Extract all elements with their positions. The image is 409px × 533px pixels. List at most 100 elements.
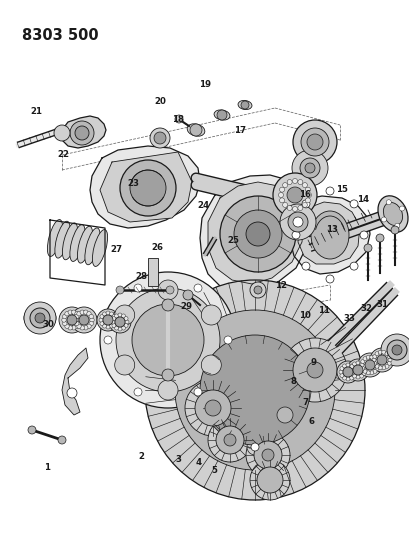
Circle shape bbox=[342, 367, 352, 377]
Circle shape bbox=[120, 160, 175, 216]
Circle shape bbox=[204, 400, 220, 416]
Circle shape bbox=[292, 348, 336, 392]
Circle shape bbox=[282, 183, 287, 188]
Text: 18: 18 bbox=[172, 116, 184, 124]
Circle shape bbox=[342, 364, 346, 368]
Circle shape bbox=[77, 314, 81, 319]
Circle shape bbox=[145, 280, 364, 500]
Text: 23: 23 bbox=[127, 180, 139, 188]
Circle shape bbox=[372, 354, 376, 359]
Circle shape bbox=[124, 317, 128, 320]
Circle shape bbox=[109, 324, 113, 328]
Text: 1: 1 bbox=[44, 464, 50, 472]
Circle shape bbox=[286, 205, 292, 211]
Text: 5: 5 bbox=[211, 466, 216, 474]
Circle shape bbox=[291, 231, 299, 239]
Ellipse shape bbox=[382, 203, 402, 225]
Text: 8: 8 bbox=[290, 377, 295, 385]
Circle shape bbox=[104, 336, 112, 344]
Circle shape bbox=[118, 313, 122, 317]
Circle shape bbox=[102, 312, 106, 316]
Circle shape bbox=[384, 364, 388, 368]
Text: 22: 22 bbox=[57, 150, 70, 159]
Ellipse shape bbox=[47, 220, 63, 256]
Circle shape bbox=[87, 324, 91, 328]
Ellipse shape bbox=[380, 338, 409, 362]
Text: 7: 7 bbox=[302, 398, 308, 407]
Circle shape bbox=[109, 312, 113, 316]
Text: 31: 31 bbox=[375, 301, 387, 309]
Circle shape bbox=[325, 275, 333, 283]
Circle shape bbox=[223, 434, 236, 446]
Circle shape bbox=[349, 365, 353, 368]
Circle shape bbox=[249, 460, 289, 500]
Circle shape bbox=[182, 290, 193, 300]
Text: 19: 19 bbox=[198, 80, 211, 88]
Circle shape bbox=[302, 183, 307, 188]
Ellipse shape bbox=[77, 226, 92, 263]
Circle shape bbox=[249, 282, 265, 298]
Circle shape bbox=[301, 200, 309, 208]
Circle shape bbox=[364, 360, 374, 370]
Circle shape bbox=[87, 312, 91, 316]
Circle shape bbox=[65, 324, 69, 328]
Polygon shape bbox=[289, 196, 369, 274]
Ellipse shape bbox=[55, 221, 70, 258]
Circle shape bbox=[386, 340, 406, 360]
Circle shape bbox=[304, 163, 314, 173]
Circle shape bbox=[166, 286, 173, 294]
Circle shape bbox=[372, 369, 376, 373]
Circle shape bbox=[67, 315, 77, 325]
Circle shape bbox=[352, 374, 356, 378]
Circle shape bbox=[89, 314, 93, 319]
Circle shape bbox=[114, 326, 118, 330]
Circle shape bbox=[279, 198, 284, 203]
Circle shape bbox=[300, 128, 328, 156]
Circle shape bbox=[90, 318, 94, 322]
Text: 21: 21 bbox=[30, 108, 42, 116]
Circle shape bbox=[35, 313, 45, 323]
Circle shape bbox=[272, 173, 316, 217]
Ellipse shape bbox=[24, 306, 56, 330]
Circle shape bbox=[278, 192, 283, 198]
Circle shape bbox=[223, 336, 231, 344]
Circle shape bbox=[346, 359, 368, 381]
Circle shape bbox=[342, 376, 346, 380]
Circle shape bbox=[189, 124, 202, 136]
Text: 33: 33 bbox=[342, 314, 355, 323]
Circle shape bbox=[348, 376, 353, 380]
Circle shape bbox=[345, 377, 349, 381]
Circle shape bbox=[100, 321, 104, 326]
Circle shape bbox=[282, 338, 346, 402]
Text: 24: 24 bbox=[196, 201, 209, 209]
Circle shape bbox=[369, 371, 373, 375]
Circle shape bbox=[71, 307, 97, 333]
Circle shape bbox=[157, 280, 178, 300]
Circle shape bbox=[74, 314, 79, 319]
Circle shape bbox=[297, 180, 302, 184]
Circle shape bbox=[58, 436, 66, 444]
Polygon shape bbox=[207, 182, 303, 284]
Circle shape bbox=[74, 318, 78, 322]
Text: 10: 10 bbox=[299, 311, 310, 320]
Circle shape bbox=[369, 348, 393, 372]
Text: 20: 20 bbox=[154, 97, 165, 106]
Circle shape bbox=[351, 374, 355, 377]
Text: 6: 6 bbox=[308, 417, 314, 425]
Circle shape bbox=[59, 307, 85, 333]
Circle shape bbox=[245, 433, 289, 477]
Circle shape bbox=[256, 467, 282, 493]
Circle shape bbox=[292, 217, 302, 227]
Circle shape bbox=[279, 187, 284, 192]
Circle shape bbox=[292, 179, 297, 183]
Circle shape bbox=[381, 350, 385, 354]
Circle shape bbox=[399, 206, 404, 211]
Circle shape bbox=[291, 150, 327, 186]
Circle shape bbox=[292, 120, 336, 164]
Circle shape bbox=[113, 318, 117, 322]
Circle shape bbox=[112, 321, 116, 326]
Circle shape bbox=[390, 226, 398, 234]
Circle shape bbox=[125, 320, 129, 324]
Circle shape bbox=[24, 302, 56, 334]
Circle shape bbox=[372, 361, 376, 366]
